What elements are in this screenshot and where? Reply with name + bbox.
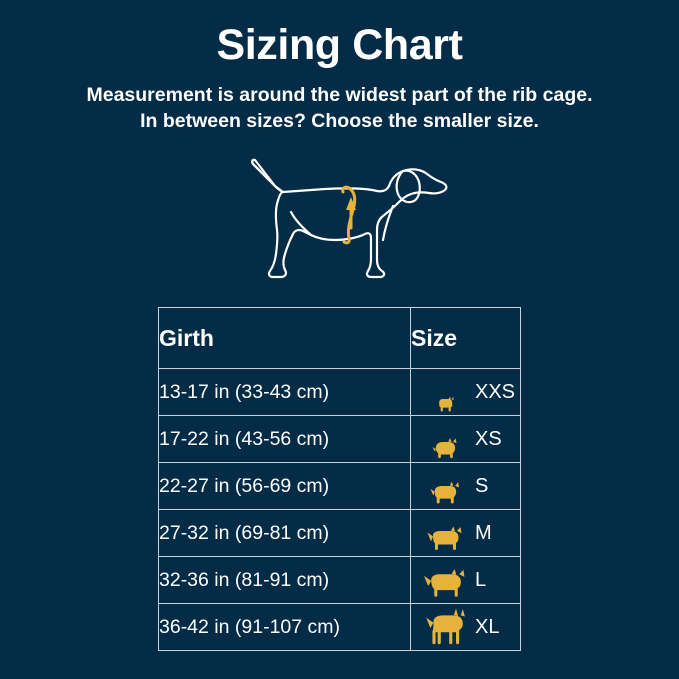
dog-measurement-illustration bbox=[0, 142, 679, 282]
dog-icon-l bbox=[419, 559, 471, 601]
dog-icon-xs bbox=[419, 418, 471, 460]
girth-value: 22-27 in (56-69 cm) bbox=[158, 462, 411, 510]
sizing-table: Girth Size 13-17 in (33-43 cm) bbox=[158, 307, 521, 651]
size-label: XL bbox=[475, 616, 500, 638]
subtitle-line-1: Measurement is around the widest part of… bbox=[86, 84, 593, 106]
size-label: XS bbox=[475, 428, 502, 450]
table-header-row: Girth Size bbox=[158, 307, 521, 369]
size-cell: XS bbox=[410, 415, 521, 463]
size-label: S bbox=[475, 475, 489, 497]
table-row: 17-22 in (43-56 cm) XS bbox=[158, 415, 521, 463]
dog-icon-m bbox=[419, 512, 471, 554]
table-row: 22-27 in (56-69 cm) S bbox=[158, 462, 521, 510]
size-cell: L bbox=[410, 556, 521, 604]
page-title: Sizing Chart bbox=[216, 21, 463, 69]
table-row: 27-32 in (69-81 cm) M bbox=[158, 509, 521, 557]
girth-value: 13-17 in (33-43 cm) bbox=[158, 368, 411, 416]
size-cell: S bbox=[410, 462, 521, 510]
dog-profile-outline-icon bbox=[250, 159, 447, 279]
table-row: 36-42 in (91-107 cm) XL bbox=[158, 603, 521, 651]
size-cell: M bbox=[410, 509, 521, 557]
dog-icon-xxs bbox=[419, 371, 471, 413]
table-row: 32-36 in (81-91 cm) L bbox=[158, 556, 521, 604]
size-label: L bbox=[475, 569, 487, 591]
size-label: M bbox=[475, 522, 492, 544]
size-cell: XXS bbox=[410, 368, 521, 416]
dog-icon-s bbox=[419, 465, 471, 507]
column-header-girth: Girth bbox=[158, 307, 411, 369]
subtitle-line-2: In between sizes? Choose the smaller siz… bbox=[140, 109, 539, 132]
dog-icon-xl bbox=[419, 606, 471, 648]
girth-value: 32-36 in (81-91 cm) bbox=[158, 556, 411, 604]
girth-value: 27-32 in (69-81 cm) bbox=[158, 509, 411, 557]
size-label: XXS bbox=[475, 381, 516, 403]
page-subtitle: Measurement is around the widest part of… bbox=[0, 67, 679, 134]
column-header-size: Size bbox=[410, 307, 521, 369]
girth-value: 36-42 in (91-107 cm) bbox=[158, 603, 411, 651]
size-cell: XL bbox=[410, 603, 521, 651]
sizing-table-container: Girth Size 13-17 in (33-43 cm) bbox=[158, 307, 521, 651]
girth-value: 17-22 in (43-56 cm) bbox=[158, 415, 411, 463]
table-row: 13-17 in (33-43 cm) XXS bbox=[158, 368, 521, 416]
